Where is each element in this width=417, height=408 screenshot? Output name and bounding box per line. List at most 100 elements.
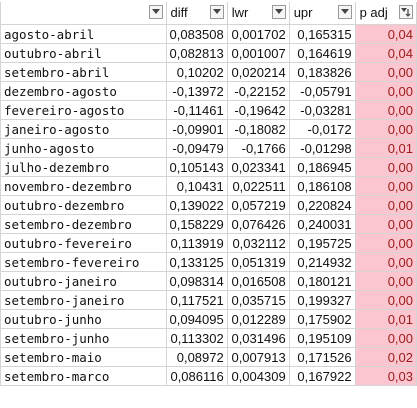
lwr-cell[interactable]: 0,023341 [226, 157, 290, 177]
p-adj-cell[interactable]: 0,00 [354, 214, 417, 234]
comparison-cell[interactable]: julho-dezembro [0, 157, 167, 177]
comparison-cell[interactable]: agosto-abril [0, 24, 167, 44]
p-adj-cell[interactable]: 0,01 [354, 138, 417, 158]
upr-cell[interactable]: 0,164619 [288, 43, 356, 63]
upr-cell[interactable]: 0,186945 [288, 157, 356, 177]
diff-cell[interactable]: 0,139022 [165, 195, 228, 215]
lwr-cell[interactable]: -0,18082 [226, 119, 290, 139]
comparison-cell[interactable]: outubro-dezembro [0, 195, 167, 215]
p-adj-cell[interactable]: 0,03 [354, 366, 417, 386]
lwr-cell[interactable]: -0,22152 [226, 81, 290, 101]
upr-cell[interactable]: 0,195109 [288, 328, 356, 348]
upr-cell[interactable]: 0,240031 [288, 214, 356, 234]
filter-dropdown-icon[interactable] [148, 5, 163, 19]
filter-dropdown-icon[interactable] [209, 5, 224, 19]
comparison-cell[interactable]: novembro-dezembro [0, 176, 167, 196]
comparison-cell[interactable]: setembro-maio [0, 347, 167, 367]
diff-cell[interactable]: -0,13972 [165, 81, 228, 101]
lwr-cell[interactable]: 0,057219 [226, 195, 290, 215]
lwr-cell[interactable]: 0,031496 [226, 328, 290, 348]
diff-cell[interactable]: 0,08972 [165, 347, 228, 367]
upr-cell[interactable]: 0,220824 [288, 195, 356, 215]
comparison-cell[interactable]: outubro-abril [0, 43, 167, 63]
diff-cell[interactable]: 0,117521 [165, 290, 228, 310]
diff-cell[interactable]: 0,105143 [165, 157, 228, 177]
p-adj-cell[interactable]: 0,00 [354, 195, 417, 215]
diff-cell[interactable]: 0,133125 [165, 252, 228, 272]
p-adj-cell[interactable]: 0,00 [354, 157, 417, 177]
diff-cell[interactable]: -0,11461 [165, 100, 228, 120]
lwr-cell[interactable]: 0,001007 [226, 43, 290, 63]
upr-cell[interactable]: 0,186108 [288, 176, 356, 196]
header-cell-lwr[interactable]: lwr [226, 0, 290, 25]
p-adj-cell[interactable]: 0,00 [354, 271, 417, 291]
diff-cell[interactable]: -0,09901 [165, 119, 228, 139]
lwr-cell[interactable]: -0,19642 [226, 100, 290, 120]
p-adj-cell[interactable]: 0,02 [354, 347, 417, 367]
comparison-cell[interactable]: fevereiro-agosto [0, 100, 167, 120]
upr-cell[interactable]: 0,214932 [288, 252, 356, 272]
upr-cell[interactable]: 0,165315 [288, 24, 356, 44]
lwr-cell[interactable]: 0,004309 [226, 366, 290, 386]
lwr-cell[interactable]: 0,076426 [226, 214, 290, 234]
comparison-cell[interactable]: dezembro-agosto [0, 81, 167, 101]
upr-cell[interactable]: -0,03281 [288, 100, 356, 120]
comparison-cell[interactable]: setembro-junho [0, 328, 167, 348]
lwr-cell[interactable]: 0,020214 [226, 62, 290, 82]
filter-dropdown-icon[interactable] [337, 5, 352, 19]
upr-cell[interactable]: -0,05791 [288, 81, 356, 101]
lwr-cell[interactable]: 0,007913 [226, 347, 290, 367]
lwr-cell[interactable]: 0,035715 [226, 290, 290, 310]
lwr-cell[interactable]: 0,032112 [226, 233, 290, 253]
comparison-cell[interactable]: outubro-fevereiro [0, 233, 167, 253]
p-adj-cell[interactable]: 0,04 [354, 24, 417, 44]
comparison-cell[interactable]: janeiro-agosto [0, 119, 167, 139]
header-cell-diff[interactable]: diff [165, 0, 228, 25]
diff-cell[interactable]: 0,113919 [165, 233, 228, 253]
p-adj-cell[interactable]: 0,00 [354, 81, 417, 101]
upr-cell[interactable]: 0,171526 [288, 347, 356, 367]
upr-cell[interactable]: 0,195725 [288, 233, 356, 253]
lwr-cell[interactable]: 0,022511 [226, 176, 290, 196]
filter-active-icon[interactable] [399, 5, 413, 19]
comparison-cell[interactable]: junho-agosto [0, 138, 167, 158]
upr-cell[interactable]: -0,0172 [288, 119, 356, 139]
p-adj-cell[interactable]: 0,00 [354, 328, 417, 348]
diff-cell[interactable]: 0,082813 [165, 43, 228, 63]
filter-dropdown-icon[interactable] [271, 5, 286, 19]
diff-cell[interactable]: 0,083508 [165, 24, 228, 44]
p-adj-cell[interactable]: 0,04 [354, 43, 417, 63]
lwr-cell[interactable]: 0,001702 [226, 24, 290, 44]
p-adj-cell[interactable]: 0,00 [354, 62, 417, 82]
p-adj-cell[interactable]: 0,00 [354, 119, 417, 139]
comparison-cell[interactable]: setembro-dezembro [0, 214, 167, 234]
upr-cell[interactable]: 0,183826 [288, 62, 356, 82]
diff-cell[interactable]: 0,094095 [165, 309, 228, 329]
diff-cell[interactable]: -0,09479 [165, 138, 228, 158]
upr-cell[interactable]: 0,167922 [288, 366, 356, 386]
diff-cell[interactable]: 0,10202 [165, 62, 228, 82]
comparison-cell[interactable]: outubro-janeiro [0, 271, 167, 291]
header-cell-upr[interactable]: upr [288, 0, 356, 25]
comparison-cell[interactable]: setembro-fevereiro [0, 252, 167, 272]
lwr-cell[interactable]: 0,016508 [226, 271, 290, 291]
upr-cell[interactable]: 0,180121 [288, 271, 356, 291]
lwr-cell[interactable]: 0,012289 [226, 309, 290, 329]
lwr-cell[interactable]: -0,1766 [226, 138, 290, 158]
diff-cell[interactable]: 0,113302 [165, 328, 228, 348]
diff-cell[interactable]: 0,158229 [165, 214, 228, 234]
upr-cell[interactable]: -0,01298 [288, 138, 356, 158]
diff-cell[interactable]: 0,086116 [165, 366, 228, 386]
p-adj-cell[interactable]: 0,01 [354, 309, 417, 329]
p-adj-cell[interactable]: 0,00 [354, 290, 417, 310]
header-cell-p-adj[interactable]: p adj [354, 0, 417, 25]
p-adj-cell[interactable]: 0,00 [354, 252, 417, 272]
upr-cell[interactable]: 0,199327 [288, 290, 356, 310]
header-cell-comparison[interactable] [0, 0, 167, 25]
comparison-cell[interactable]: outubro-junho [0, 309, 167, 329]
diff-cell[interactable]: 0,098314 [165, 271, 228, 291]
upr-cell[interactable]: 0,175902 [288, 309, 356, 329]
p-adj-cell[interactable]: 0,00 [354, 176, 417, 196]
p-adj-cell[interactable]: 0,00 [354, 233, 417, 253]
comparison-cell[interactable]: setembro-abril [0, 62, 167, 82]
